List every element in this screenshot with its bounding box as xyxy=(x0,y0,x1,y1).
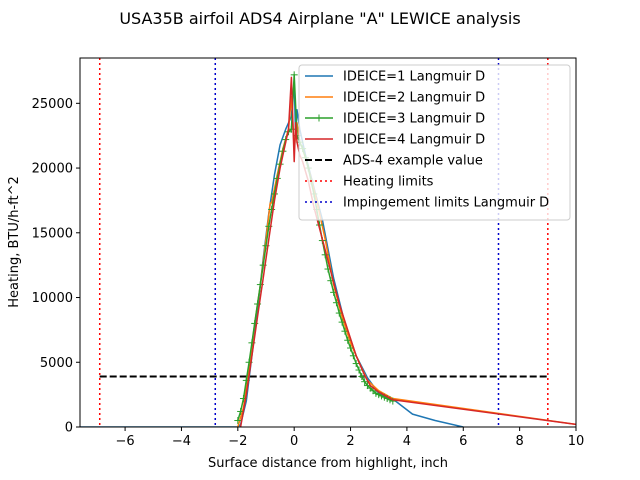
data-point xyxy=(355,366,363,374)
legend-item: IDEICE=1 Langmuir D xyxy=(305,70,485,85)
y-tick-label: 5000 xyxy=(40,356,73,371)
x-tick-label: −4 xyxy=(172,434,191,449)
legend-label: Impingement limits Langmuir D xyxy=(343,196,549,211)
x-axis-label: Surface distance from highlight, inch xyxy=(208,456,448,471)
legend-label: IDEICE=2 Langmuir D xyxy=(343,91,485,106)
legend-item: Heating limits xyxy=(305,175,434,190)
legend-item: IDEICE=3 Langmuir D xyxy=(305,112,485,127)
legend-label: ADS-4 example value xyxy=(343,154,483,169)
data-point xyxy=(268,205,276,213)
data-point xyxy=(234,417,242,425)
legend-box xyxy=(298,64,571,221)
data-point xyxy=(352,360,360,368)
legend-item: ADS-4 example value xyxy=(305,154,483,169)
legend-label: IDEICE=3 Langmuir D xyxy=(343,112,485,127)
legend-item: IDEICE=2 Langmuir D xyxy=(305,91,485,106)
x-tick-label: −6 xyxy=(116,434,135,449)
chart-title: USA35B airfoil ADS4 Airplane "A" LEWICE … xyxy=(119,9,520,28)
y-axis-label: Heating, BTU/h-ft^2 xyxy=(7,176,22,308)
x-tick-label: 0 xyxy=(290,434,298,449)
y-tick-label: 10000 xyxy=(32,291,73,306)
legend-label: IDEICE=1 Langmuir D xyxy=(343,70,485,85)
data-point xyxy=(358,373,366,381)
data-point xyxy=(361,378,369,386)
x-tick-label: 6 xyxy=(459,434,467,449)
data-point xyxy=(344,336,352,344)
series-4 xyxy=(239,76,576,427)
x-tick-label: −2 xyxy=(228,434,247,449)
plot-frame xyxy=(79,57,577,428)
y-tick-label: 20000 xyxy=(32,162,73,177)
x-tick-label: 4 xyxy=(403,434,411,449)
axes: −6 −4 −2 0 2 4 6 8 10 0 5000 10000 15000 20000 25000 xyxy=(32,97,585,449)
legend: IDEICE=1 Langmuir D IDEICE=2 Langmuir D ID… xyxy=(298,64,571,221)
y-tick-label: 25000 xyxy=(32,97,73,112)
y-tick-label: 15000 xyxy=(32,226,73,241)
data-point xyxy=(290,71,298,79)
x-tick-label: 10 xyxy=(568,434,585,449)
legend-label: Heating limits xyxy=(343,175,434,190)
data-point xyxy=(389,397,397,405)
x-tick-label: 8 xyxy=(515,434,523,449)
series-line xyxy=(239,76,576,427)
x-tick-label: 2 xyxy=(346,434,354,449)
y-tick-label: 0 xyxy=(65,421,73,436)
legend-item: IDEICE=4 Langmuir D xyxy=(305,133,485,148)
data-point xyxy=(341,327,349,335)
legend-label: IDEICE=4 Langmuir D xyxy=(343,133,485,148)
legend-item: Impingement limits Langmuir D xyxy=(305,196,549,211)
